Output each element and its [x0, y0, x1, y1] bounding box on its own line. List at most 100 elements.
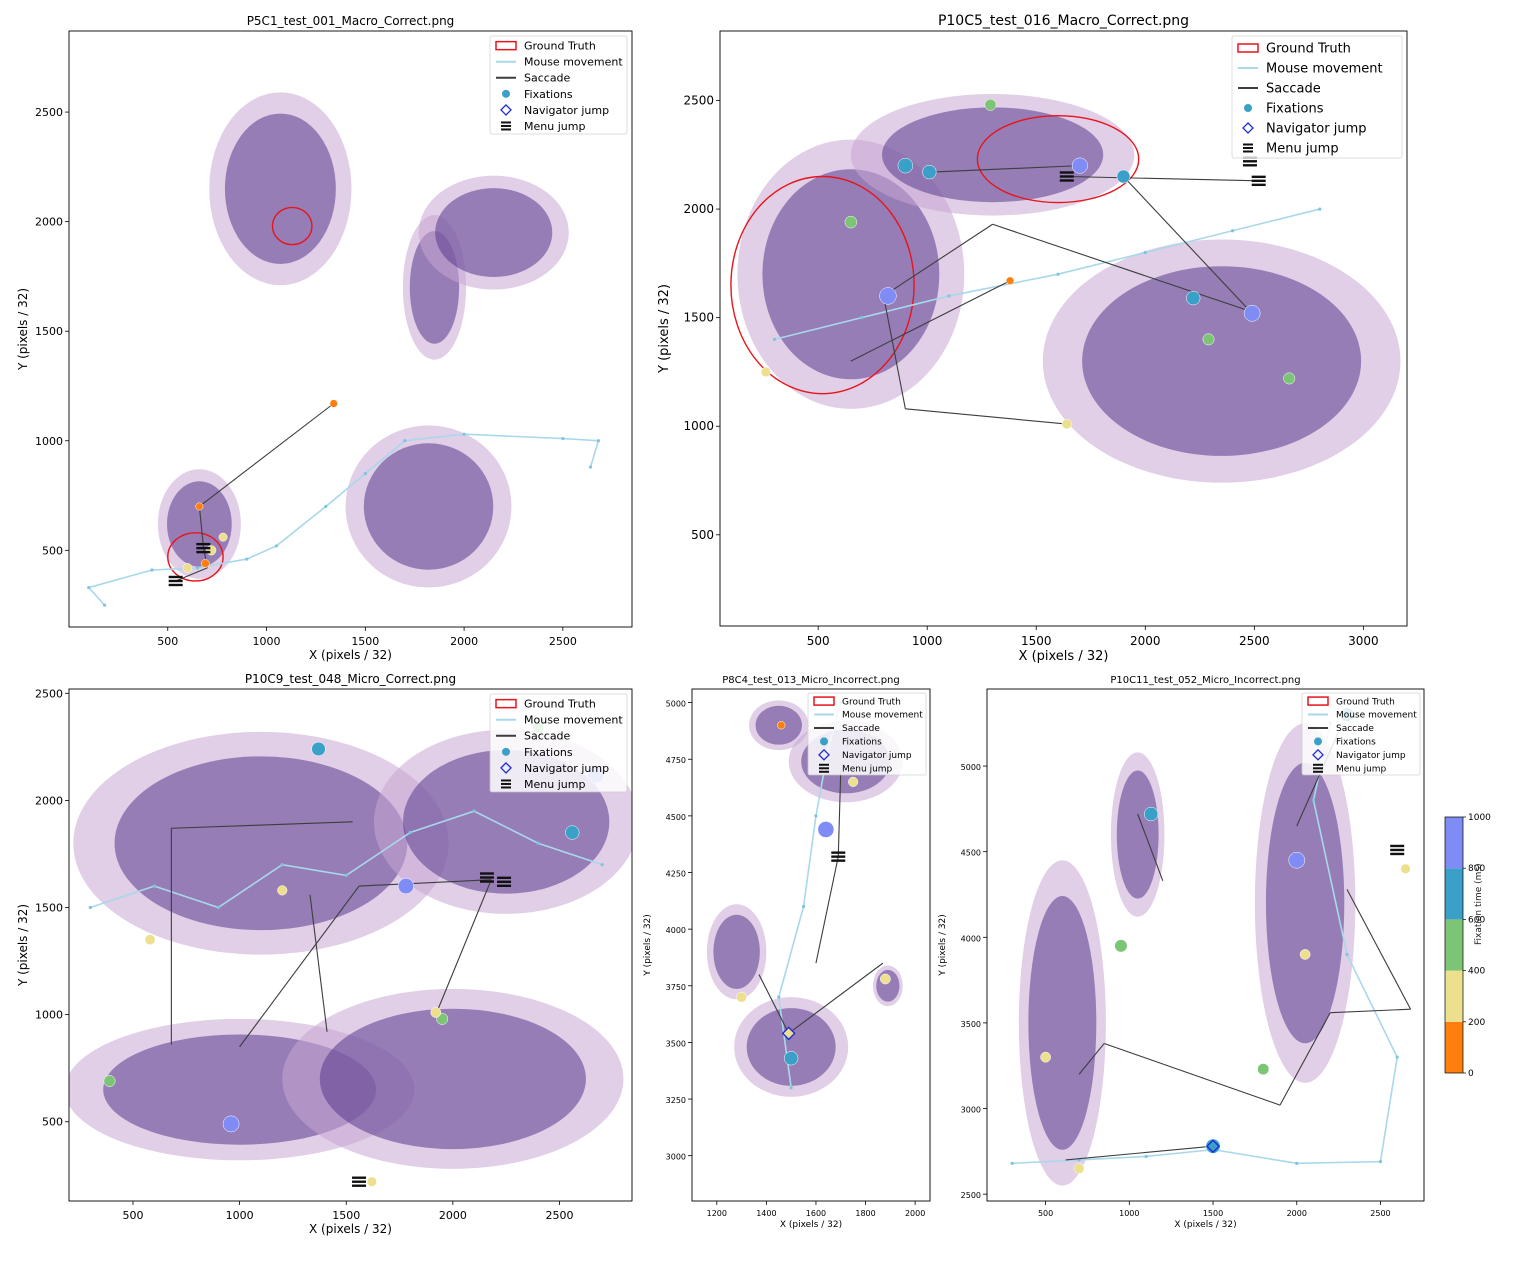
saccade-line: [1078, 1043, 1105, 1075]
chart-title: P10C5_test_016_Macro_Correct.png: [938, 13, 1189, 29]
colorbar-tick-label: 600: [1468, 915, 1485, 925]
axes-frame: [68, 30, 633, 628]
legend-label: Saccade: [1336, 724, 1374, 734]
legend-navigator-handle: [1242, 122, 1254, 134]
mouse-sample: [947, 294, 951, 298]
saccade-line: [198, 506, 204, 546]
mouse-sample: [88, 905, 92, 910]
mouse-sample: [408, 830, 412, 835]
legend-label: Fixations: [1336, 738, 1376, 748]
mouse-sample: [274, 544, 279, 548]
legend-label: Ground Truth: [524, 40, 596, 53]
legend-ground-truth-handle: [495, 40, 517, 51]
tissue-core: [713, 914, 760, 989]
mouse-sample: [536, 841, 540, 845]
mouse-sample: [1378, 1160, 1383, 1164]
fixation-point: [1143, 806, 1159, 822]
x-axis-label: X (pixels / 32): [1174, 1220, 1236, 1230]
legend-fixation-handle: [502, 747, 510, 756]
fixation-point: [1114, 939, 1128, 953]
mouse-sample: [324, 504, 328, 509]
x-tick-label: 1500: [351, 635, 379, 648]
fixation-point: [1257, 1063, 1270, 1076]
saccade-line: [815, 856, 839, 964]
menu-jump-marker: [1242, 164, 1257, 167]
x-axis-label: X (pixels / 32): [1019, 649, 1109, 664]
legend-fixation-handle: [1314, 737, 1322, 746]
legend-menu-handle: [819, 763, 829, 766]
x-axis-label: X (pixels / 32): [309, 1222, 392, 1236]
y-tick-label: 3000: [961, 1106, 981, 1115]
fixation-point: [1243, 304, 1261, 322]
legend-navigator-handle: [500, 103, 512, 116]
saccade-line: [837, 770, 842, 857]
saccade-line: [1330, 1008, 1411, 1014]
tissue-core: [363, 443, 494, 570]
x-tick-label: 2000: [439, 1209, 467, 1222]
menu-jump-marker: [196, 546, 211, 550]
legend-label: Mouse movement: [1266, 62, 1383, 77]
mouse-sample: [814, 814, 818, 818]
y-tick-label: 4000: [961, 934, 981, 943]
menu-jump-marker: [352, 1184, 367, 1187]
menu-jump-marker: [1390, 848, 1405, 852]
fixation-point: [1040, 1051, 1051, 1063]
mouse-sample: [1345, 952, 1349, 957]
legend-navigator-handle: [1312, 748, 1324, 761]
legend-menu-handle: [1243, 150, 1253, 153]
fixation-point: [1071, 157, 1088, 174]
legend-navigator-handle: [818, 748, 830, 761]
y-tick-label: 1500: [683, 311, 714, 325]
fixation-point: [144, 934, 156, 945]
menu-jump-marker: [196, 550, 211, 554]
axes-frame: [68, 688, 633, 1202]
y-tick-label: 2500: [683, 93, 714, 107]
saccade-line: [1137, 813, 1164, 881]
navigator-jump-marker: [1206, 1139, 1221, 1154]
fixation-point: [1283, 372, 1296, 385]
saccade-line: [359, 879, 492, 887]
menu-jump-marker: [1059, 179, 1074, 182]
colorbar: 0 200 400 600 800 1000: [1444, 813, 1491, 1079]
legend-box: [1231, 35, 1403, 159]
fixation-point: [783, 1028, 794, 1039]
legend-label: Navigator jump: [1266, 122, 1367, 137]
colorbar-tick-label: 0: [1468, 1069, 1474, 1079]
y-tick-label: 2000: [35, 794, 63, 807]
legend-label: Ground Truth: [842, 697, 901, 707]
menu-jump-marker: [497, 884, 512, 888]
menu-jump-marker: [831, 855, 846, 858]
saccade-line: [758, 974, 790, 1034]
y-tick-label: 1000: [35, 435, 63, 448]
legend-menu-handle: [819, 767, 829, 770]
y-axis-label: Y (pixels / 32): [938, 914, 948, 977]
tissue-core: [224, 113, 336, 264]
menu-jump-marker: [168, 583, 183, 587]
menu-jump-marker: [1251, 175, 1266, 179]
fixation-point: [1205, 1138, 1221, 1154]
legend-ground-truth-handle: [813, 696, 835, 706]
fixation-point: [366, 1176, 377, 1187]
x-tick-label: 2000: [450, 635, 478, 648]
y-tick-label: 3500: [666, 1039, 686, 1048]
x-tick-label: 1500: [1203, 1209, 1223, 1218]
saccade-line: [1065, 1145, 1214, 1161]
saccade-line: [199, 403, 335, 507]
legend: Ground Truth Mouse movement Saccade Fixatio…: [489, 35, 628, 135]
tissue-core: [1028, 896, 1097, 1150]
chart-panel-4: 1200 1400 1600 1800 2000 3000 3250 3500 3750 4000…: [643, 675, 931, 1230]
mouse-sample: [152, 884, 156, 888]
fixation-point: [1116, 169, 1131, 184]
y-tick-label: 1000: [683, 419, 714, 433]
fixation-point: [277, 885, 288, 896]
fixation-point: [1073, 1163, 1085, 1174]
menu-jump-marker: [352, 1180, 367, 1183]
x-tick-label: 500: [1038, 1209, 1053, 1218]
legend-label: Menu jump: [842, 765, 893, 775]
colorbar-tick-label: 400: [1468, 967, 1485, 977]
legend-menu-handle: [1313, 770, 1323, 773]
fixation-point: [848, 776, 859, 787]
mouse-sample: [1395, 1055, 1399, 1059]
axes-frame: [691, 688, 931, 1202]
